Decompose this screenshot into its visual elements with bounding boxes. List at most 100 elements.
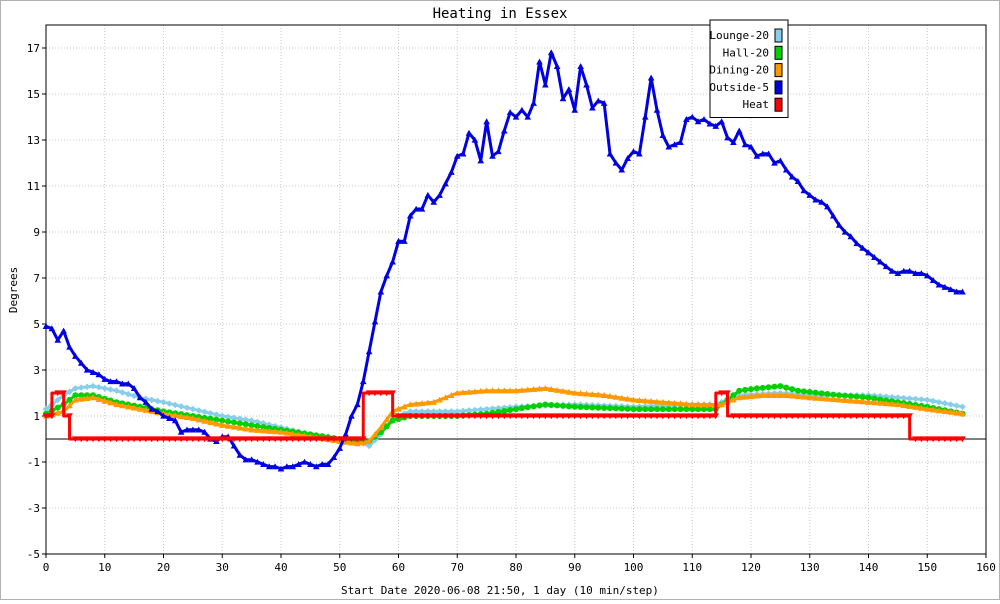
data-point — [735, 127, 743, 134]
x-tick-label: 40 — [274, 561, 287, 574]
x-tick-label: 80 — [509, 561, 522, 574]
data-point — [653, 402, 661, 410]
data-point — [254, 458, 261, 465]
data-point — [683, 413, 690, 420]
data-point — [77, 436, 85, 443]
data-point — [900, 413, 908, 420]
data-point — [841, 228, 849, 235]
data-point — [277, 428, 285, 435]
data-point — [853, 240, 861, 247]
data-point — [377, 424, 385, 431]
x-tick-label: 50 — [333, 561, 346, 574]
data-point — [66, 413, 73, 420]
data-point — [947, 286, 955, 293]
data-point — [553, 413, 561, 420]
data-point — [236, 451, 244, 458]
data-point — [836, 392, 843, 399]
data-point — [113, 401, 120, 408]
data-point — [495, 387, 502, 394]
data-point — [706, 120, 714, 127]
data-point — [865, 413, 872, 420]
data-point — [130, 436, 138, 443]
data-point — [947, 436, 955, 443]
y-tick-label: 7 — [33, 272, 40, 285]
data-point — [500, 127, 508, 134]
data-point — [753, 392, 761, 399]
data-point — [771, 392, 778, 398]
data-point — [495, 148, 502, 155]
grid — [46, 25, 986, 554]
data-point — [189, 436, 197, 443]
data-point — [283, 429, 291, 436]
data-point — [923, 405, 931, 412]
data-point — [788, 392, 796, 399]
data-point — [718, 118, 725, 125]
data-point — [688, 113, 696, 120]
data-point — [230, 414, 238, 422]
data-point — [741, 393, 749, 400]
legend-label-dining-20: Dining-20 — [709, 64, 769, 77]
data-point — [377, 390, 385, 397]
data-point — [565, 388, 573, 395]
data-point — [706, 413, 714, 420]
data-point — [624, 395, 631, 402]
data-point — [589, 391, 596, 398]
data-point — [953, 436, 960, 443]
data-point — [483, 413, 490, 420]
data-point — [283, 463, 291, 470]
data-point — [812, 389, 819, 396]
data-point — [289, 430, 297, 437]
data-point — [935, 407, 943, 414]
data-point — [142, 406, 150, 413]
data-point — [365, 390, 373, 397]
data-point — [547, 413, 555, 420]
data-point — [612, 159, 620, 166]
data-point — [935, 398, 943, 406]
data-point — [665, 406, 672, 413]
data-point — [148, 405, 156, 412]
data-point — [348, 439, 355, 446]
data-point — [659, 398, 667, 405]
data-point — [506, 413, 514, 420]
data-point — [871, 413, 878, 420]
data-point — [148, 436, 156, 443]
data-point — [160, 398, 167, 406]
data-point — [471, 388, 479, 395]
data-point — [77, 384, 85, 391]
data-point — [607, 405, 613, 412]
data-point — [724, 390, 731, 397]
data-point — [542, 81, 549, 88]
data-point — [395, 237, 402, 244]
data-point — [348, 436, 355, 443]
data-point — [365, 442, 373, 450]
data-point — [506, 109, 514, 116]
data-point — [219, 417, 226, 424]
legend-swatch-hall-20 — [774, 45, 783, 60]
data-point — [418, 413, 426, 420]
data-point — [142, 398, 150, 405]
x-tick-label: 10 — [98, 561, 111, 574]
data-point — [171, 436, 179, 443]
data-point — [518, 413, 526, 420]
data-point — [618, 166, 626, 173]
data-point — [782, 166, 790, 173]
data-point — [501, 407, 508, 414]
data-point — [107, 386, 114, 393]
data-point — [759, 384, 766, 391]
data-point — [830, 391, 837, 398]
data-point — [571, 389, 579, 396]
data-point — [401, 237, 408, 244]
data-point — [195, 407, 203, 414]
x-tick-label: 20 — [157, 561, 170, 574]
data-point — [383, 272, 391, 279]
data-point — [683, 406, 690, 413]
data-point — [465, 407, 473, 414]
data-point — [459, 389, 467, 396]
data-point — [195, 426, 203, 433]
data-point — [647, 74, 655, 81]
data-point — [730, 413, 737, 420]
data-point — [595, 404, 602, 411]
data-point — [213, 420, 220, 427]
